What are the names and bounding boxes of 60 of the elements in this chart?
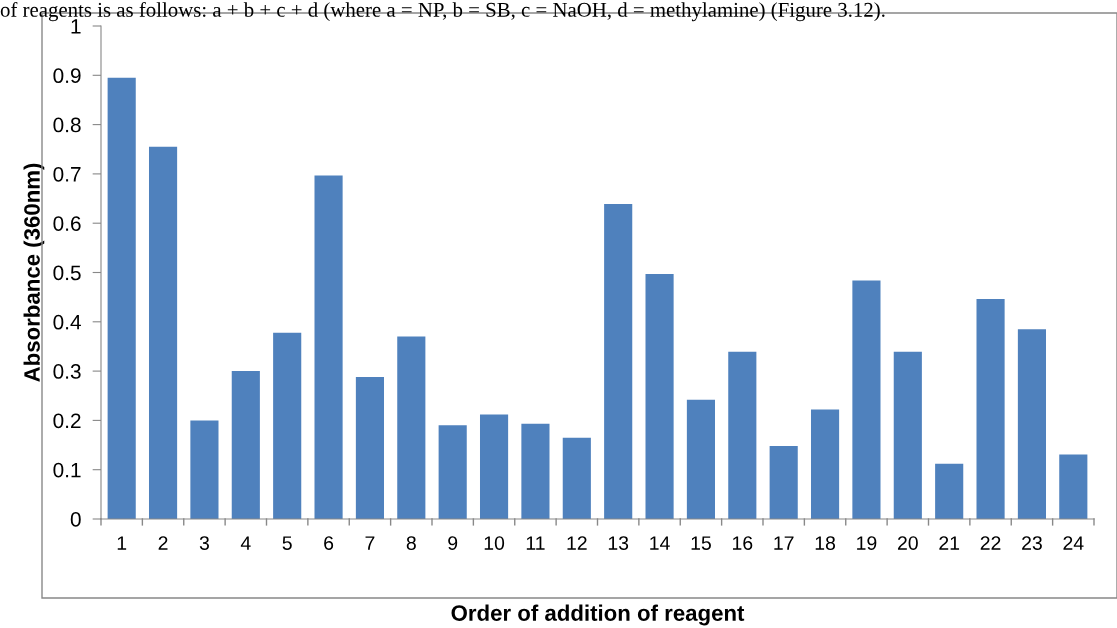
x-tick-label: 23	[1022, 536, 1042, 550]
x-tick-label: 7	[365, 536, 375, 550]
bar	[645, 273, 674, 519]
x-tick-label: 15	[691, 536, 711, 550]
bar	[562, 437, 591, 519]
bar	[769, 446, 798, 519]
x-tick-label: 22	[980, 536, 1001, 550]
x-tick-label: 10	[484, 536, 505, 550]
y-tick-label: 0.6	[53, 216, 81, 231]
bar	[107, 77, 136, 519]
bar	[521, 423, 550, 519]
x-tick-label: 11	[526, 536, 545, 550]
bar	[314, 175, 343, 519]
x-tick-label: 13	[608, 536, 629, 550]
bar	[190, 420, 219, 519]
bar	[1059, 454, 1088, 519]
bar	[935, 463, 964, 519]
bar	[852, 280, 881, 519]
bar	[149, 146, 178, 519]
y-tick-label: 0.4	[53, 314, 81, 330]
bar	[604, 203, 633, 519]
y-tick-label: 0	[70, 512, 81, 527]
bar	[273, 332, 302, 519]
x-tick-label: 21	[939, 536, 960, 550]
x-tick-label: 14	[650, 536, 670, 550]
y-tick-label: 0.7	[53, 166, 81, 182]
x-axis-title: Order of addition of reagent	[451, 604, 745, 626]
x-tick-label: 3	[199, 536, 209, 550]
x-tick-label: 18	[815, 536, 836, 550]
x-tick-label: 12	[567, 536, 587, 550]
bar	[355, 377, 385, 519]
y-tick-label: 0.3	[53, 364, 81, 379]
x-tick-label: 24	[1063, 536, 1084, 550]
y-tick-label: 0.2	[53, 413, 81, 429]
x-tick-label: 1	[117, 536, 127, 550]
x-tick-label: 4	[240, 536, 251, 550]
x-tick-label: 8	[406, 536, 416, 550]
y-axis-title: Absorbance (360nm)	[23, 163, 45, 382]
x-tick-label: 6	[324, 536, 334, 550]
x-tick-label: 9	[448, 536, 458, 550]
x-tick-label: 2	[158, 536, 168, 550]
bar	[976, 299, 1005, 519]
y-tick-label: 0.5	[53, 265, 81, 281]
x-tick-label: 17	[774, 536, 794, 550]
y-tick-label: 0.8	[53, 117, 81, 133]
bar	[438, 425, 467, 519]
bar	[893, 351, 922, 519]
bar	[397, 336, 426, 519]
x-tick-label: 5	[282, 536, 292, 550]
bar	[686, 399, 716, 519]
bar	[1017, 329, 1047, 519]
y-tick-label: 0.1	[53, 462, 81, 478]
x-tick-label: 20	[897, 536, 918, 550]
bar	[728, 351, 757, 519]
bar	[480, 414, 509, 519]
bar	[231, 371, 260, 519]
bar	[811, 409, 840, 519]
x-tick-label: 16	[732, 536, 753, 550]
y-tick-label: 0.9	[53, 68, 81, 84]
x-tick-label: 19	[857, 536, 877, 550]
